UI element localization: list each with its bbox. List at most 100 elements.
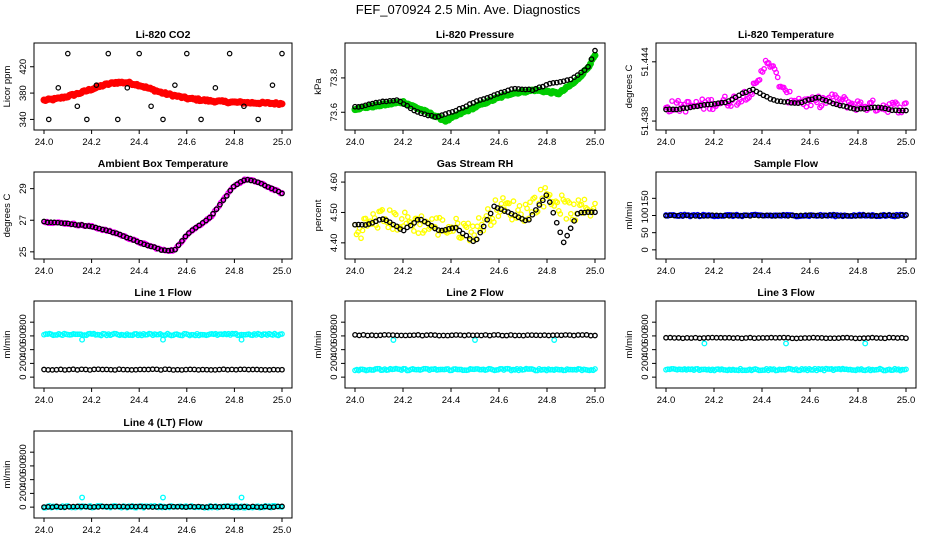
data-point	[429, 216, 435, 222]
x-tick-label: 24.2	[394, 137, 413, 148]
data-point	[359, 221, 365, 228]
data-point	[473, 236, 480, 243]
data-point	[857, 105, 864, 112]
data-point	[238, 336, 245, 343]
x-tick-label: 24.0	[657, 395, 676, 406]
data-point	[379, 98, 386, 105]
data-point	[433, 215, 440, 221]
data-point	[786, 88, 793, 95]
data-point	[369, 100, 376, 107]
data-point	[857, 99, 864, 106]
data-point	[386, 207, 393, 213]
data-point	[761, 66, 767, 72]
data-point	[359, 227, 366, 234]
data-point	[885, 106, 892, 113]
y-tick-label: 0	[18, 504, 29, 509]
series-reference	[352, 47, 598, 120]
panel-line3: Line 3 Flow ml/min 24.0 24.2 24.4 24.6 24.8 25.…	[624, 287, 917, 406]
data-point	[383, 98, 390, 105]
data-point	[878, 104, 885, 111]
series-reference	[352, 331, 598, 339]
data-point	[279, 331, 285, 337]
plot-frame	[33, 42, 293, 131]
plot-frame	[344, 300, 606, 389]
data-point	[756, 367, 762, 374]
data-point	[808, 102, 814, 109]
data-point	[571, 201, 577, 208]
y-tick-label: 4.60	[329, 173, 340, 192]
y-tick-label: 200	[329, 355, 340, 371]
data-points	[352, 331, 598, 374]
data-point	[476, 366, 483, 373]
series-reference	[663, 334, 909, 342]
x-tick-label: 25.0	[273, 395, 292, 406]
x-tick-label: 24.2	[82, 395, 101, 406]
data-point	[581, 196, 588, 203]
data-point	[546, 191, 553, 198]
y-axis-label: kPa	[313, 78, 324, 95]
data-point	[400, 227, 407, 234]
x-tick-label: 24.6	[490, 266, 509, 277]
data-point	[578, 201, 585, 208]
data-point	[795, 100, 802, 106]
data-point	[697, 102, 704, 109]
data-point	[783, 89, 790, 96]
x-tick-label: 24.2	[82, 525, 101, 536]
data-point	[439, 217, 446, 223]
x-tick-label: 24.4	[442, 266, 461, 277]
data-point	[781, 99, 788, 105]
data-point	[564, 232, 571, 239]
y-tick-label: 4.40	[329, 234, 340, 253]
x-tick-label: 24.6	[801, 266, 820, 277]
data-point	[425, 112, 431, 119]
x-tick-label: 24.4	[753, 395, 772, 406]
data-point	[687, 104, 694, 111]
data-point	[179, 238, 185, 244]
data-point	[533, 207, 539, 213]
plot-frame	[33, 430, 293, 519]
data-point	[677, 106, 683, 112]
data-point	[92, 224, 99, 231]
data-point	[557, 78, 564, 85]
data-point	[198, 116, 204, 123]
data-point	[168, 247, 175, 254]
data-point	[708, 96, 715, 103]
x-tick-label: 24.4	[130, 137, 149, 148]
data-point	[861, 105, 868, 112]
x-tick-label: 24.0	[35, 395, 54, 406]
data-point	[512, 85, 518, 92]
data-point	[546, 199, 553, 205]
data-point	[558, 192, 565, 199]
data-point	[456, 227, 463, 234]
panel-rh: Gas Stream RH percent 24.0 24.2 24.4 24.6 24.8…	[313, 158, 606, 277]
data-point	[203, 217, 209, 224]
series-reference	[352, 192, 598, 246]
y-tick-label: 51.438	[640, 107, 651, 136]
data-point	[567, 210, 574, 217]
data-point	[560, 78, 567, 85]
data-point	[374, 225, 381, 231]
data-point	[508, 86, 515, 92]
data-point	[557, 229, 564, 236]
data-point	[480, 223, 487, 230]
data-point	[278, 100, 286, 108]
data-point	[352, 103, 358, 110]
x-tick-label: 24.6	[178, 395, 197, 406]
data-point	[55, 85, 62, 91]
y-axis-label: ml/min	[624, 202, 635, 230]
data-point	[803, 103, 810, 110]
panel-title: Line 1 Flow	[134, 287, 192, 299]
data-point	[279, 50, 285, 57]
data-point	[373, 99, 379, 106]
x-tick-label: 24.8	[849, 395, 868, 406]
data-point	[903, 335, 909, 342]
data-point	[903, 100, 909, 106]
data-point	[592, 209, 598, 216]
data-point	[560, 239, 567, 246]
panel-title: Ambient Box Temperature	[98, 158, 229, 170]
data-point	[376, 99, 383, 106]
y-tick-label: 800	[18, 444, 29, 460]
data-point	[210, 210, 216, 217]
data-point	[96, 225, 103, 232]
